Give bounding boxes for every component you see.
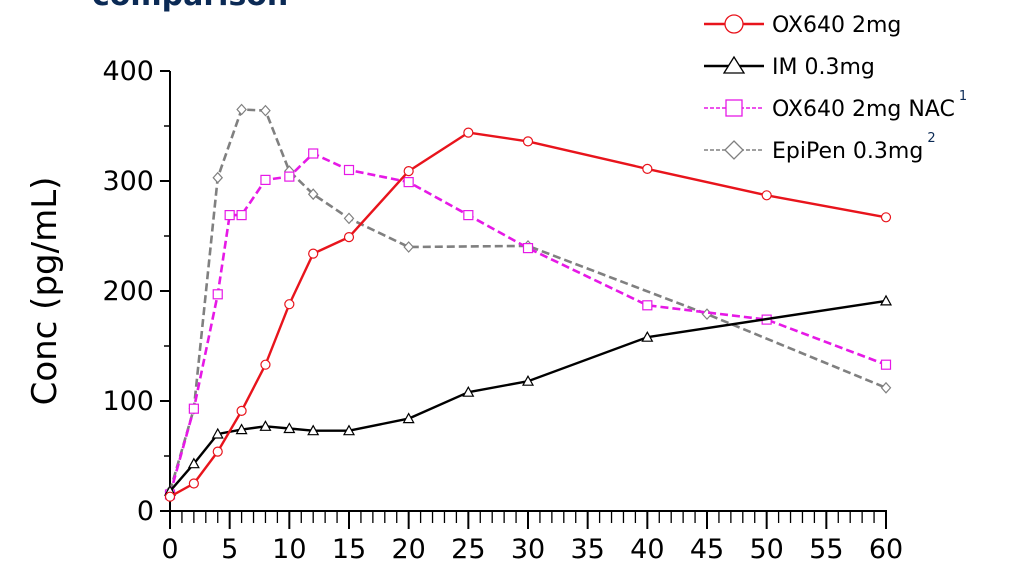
legend-item: IM 0.3mg [704,55,875,80]
data-point [522,243,534,254]
series-line [169,299,887,492]
data-point [342,424,356,436]
x-tick-label: 0 [161,534,178,565]
data-point [642,300,653,311]
chart-title-fragment: comparison [92,0,288,13]
data-point [761,190,772,201]
legend-marker [724,140,744,160]
data-point [236,103,247,116]
legend-item: OX640 2mg [704,13,901,38]
data-point [307,424,320,436]
x-tick-label: 25 [451,534,485,565]
x-tick-label: 5 [221,534,238,565]
data-point [879,294,893,306]
data-point [284,299,295,310]
data-point [343,164,355,176]
data-point [343,212,355,225]
y-axis-label: Conc (pg/mL) [25,177,65,406]
y-tick-label: 0 [137,496,154,527]
legend-label: EpiPen 0.3mg [772,139,923,164]
data-point [462,385,475,397]
data-point [236,210,247,221]
legend-label: OX640 2mg NAC [772,97,955,122]
data-point [188,478,199,489]
axes: 0 100 200 300 400 0 5 10 15 20 25 30 35 40 45 50 55 60 [102,56,903,565]
data-point [260,174,271,185]
data-point [188,403,199,414]
y-tick-label: 200 [102,276,154,307]
series-line [168,108,887,492]
data-point [880,359,892,370]
data-point [641,330,654,342]
data-point [235,423,248,435]
legend-superscript: 1 [959,89,967,104]
data-point [283,422,296,434]
data-point [211,427,224,439]
data-point [308,148,319,159]
data-point [212,446,223,457]
series-line [169,131,887,498]
y-tick-label: 300 [102,166,154,197]
legend-label: IM 0.3mg [772,55,875,80]
data-point [403,166,414,177]
legend-marker [725,99,743,117]
legend-marker [724,14,744,34]
series-ox640-2mg [164,127,892,502]
x-tick-label: 45 [690,534,724,565]
data-point [212,171,224,184]
x-tick-label: 50 [749,534,783,565]
x-tick-label: 60 [869,534,903,565]
data-point [642,163,653,174]
data-point [212,289,223,300]
x-tick-label: 40 [630,534,664,565]
data-point [403,177,414,188]
x-tick-label: 15 [332,534,366,565]
y-tick-label: 400 [102,56,154,87]
plot-area [163,103,893,502]
data-point [259,420,272,431]
data-point [402,412,415,424]
data-point [880,212,892,223]
legend-item: EpiPen 0.3mg 2 [704,131,936,164]
x-tick-label: 30 [511,534,545,565]
data-point [880,381,892,394]
series-im-0-3mg [163,294,893,496]
data-point [187,457,200,469]
data-point [307,188,319,201]
data-point [260,104,271,117]
data-point [164,491,176,502]
data-point [463,210,474,221]
x-tick-label: 55 [809,534,843,565]
x-tick-label: 35 [570,534,604,565]
data-point [260,359,271,370]
y-tick-label: 100 [102,386,154,417]
data-point [236,405,247,416]
data-point [224,210,235,221]
data-point [308,248,319,259]
data-point [343,232,355,243]
legend-superscript: 2 [927,131,935,146]
data-point [284,171,295,182]
data-point [403,241,414,253]
data-point [463,127,474,138]
legend-marker [722,55,746,74]
legend-item: OX640 2mg NAC 1 [704,89,967,122]
series-line [168,152,887,495]
x-tick-label: 20 [391,534,425,565]
data-point [521,374,535,386]
x-tick-label: 10 [272,534,306,565]
legend: OX640 2mg IM 0.3mg OX640 2mg NAC 1 EpiPen 0.… [704,13,967,164]
data-point [522,136,534,147]
legend-label: OX640 2mg [772,13,901,38]
series-ox640-2mg-nac [164,148,892,500]
